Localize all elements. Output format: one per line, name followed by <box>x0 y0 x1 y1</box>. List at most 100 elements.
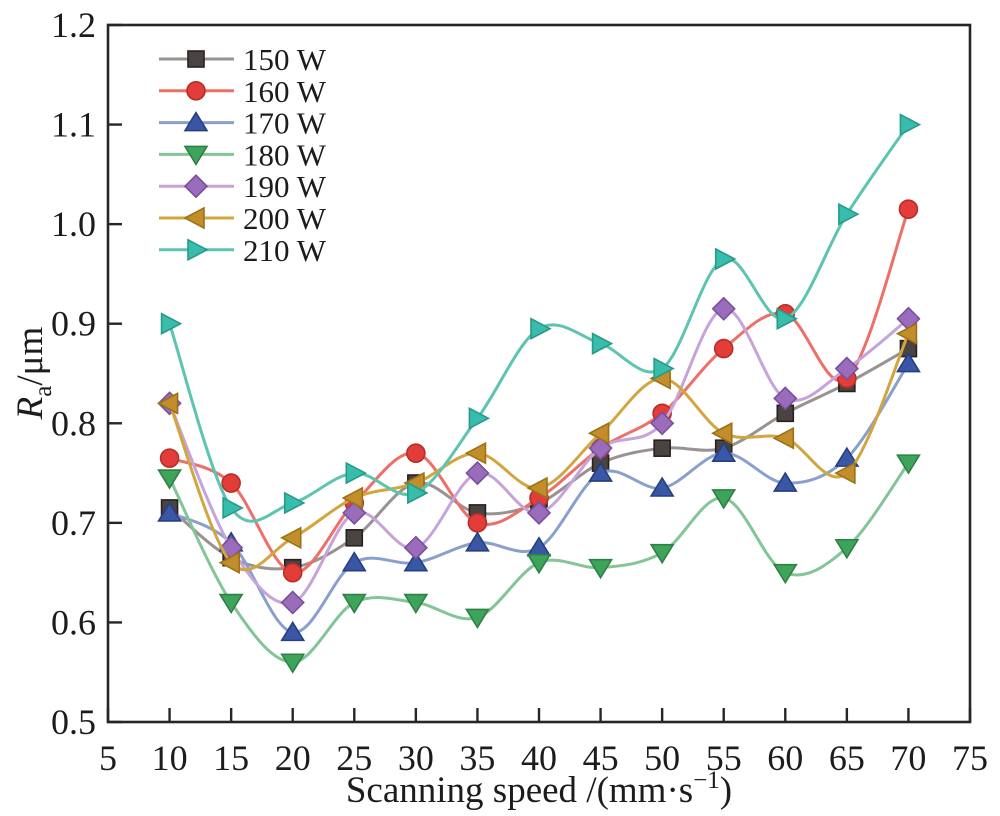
data-point-marker <box>650 411 675 436</box>
data-point-marker <box>588 558 613 580</box>
data-point-marker <box>465 460 490 486</box>
data-point-marker <box>279 526 302 550</box>
y-tick-label: 0.9 <box>51 304 96 344</box>
data-point-marker <box>838 202 860 226</box>
series-200-w <box>156 322 918 575</box>
data-point-marker <box>465 608 490 629</box>
data-point-marker <box>156 392 179 415</box>
data-point-marker <box>160 312 183 336</box>
data-point-marker <box>186 81 206 101</box>
data-point-marker <box>588 461 613 482</box>
x-tick-label: 65 <box>829 738 865 778</box>
data-point-marker <box>899 113 922 136</box>
series-line <box>168 347 910 571</box>
data-point-marker <box>896 454 921 475</box>
legend-label: 160 W <box>243 74 327 109</box>
data-point-marker <box>341 593 367 615</box>
data-point-marker <box>711 296 736 321</box>
data-point-marker <box>183 206 205 230</box>
data-point-marker <box>345 528 364 547</box>
data-point-marker <box>218 551 240 575</box>
data-point-marker <box>526 476 548 500</box>
data-point-marker <box>159 448 180 468</box>
x-tick-label: 15 <box>213 738 249 778</box>
data-point-marker <box>183 145 209 166</box>
x-tick-label: 30 <box>398 738 434 778</box>
data-point-marker <box>283 491 306 515</box>
data-point-marker <box>342 500 367 526</box>
data-point-marker <box>464 441 487 465</box>
data-point-marker <box>467 513 488 533</box>
legend-label: 170 W <box>243 106 327 141</box>
x-axis-title: Scanning speed /(mm·s−1) <box>346 767 732 811</box>
series-180-w <box>157 454 921 674</box>
data-point-marker <box>222 496 244 520</box>
x-tick-label: 75 <box>952 738 988 778</box>
x-tick-label: 45 <box>583 738 619 778</box>
data-point-marker <box>221 473 241 493</box>
data-point-marker <box>406 443 426 463</box>
x-tick-label: 20 <box>275 738 311 778</box>
data-point-marker <box>187 238 209 262</box>
data-point-marker <box>465 531 490 552</box>
data-point-marker <box>898 199 919 220</box>
data-point-marker <box>183 174 209 199</box>
data-point-marker <box>526 500 552 526</box>
data-point-marker <box>526 553 552 575</box>
data-point-marker <box>649 476 675 497</box>
data-point-marker <box>468 406 491 430</box>
x-tick-label: 35 <box>459 738 495 778</box>
data-point-marker <box>711 489 737 510</box>
legend-item-150-w: 150 W <box>159 42 327 77</box>
legend-item-170-w: 170 W <box>159 106 327 141</box>
data-point-marker <box>713 338 734 359</box>
data-point-marker <box>773 386 798 411</box>
legend-item-190-w: 190 W <box>159 169 327 204</box>
data-point-marker <box>530 317 552 341</box>
series-210-w <box>160 113 922 523</box>
y-tick-label: 1.2 <box>51 5 96 45</box>
data-point-marker <box>834 446 860 467</box>
legend-label: 150 W <box>243 42 327 77</box>
x-tick-label: 60 <box>767 738 803 778</box>
data-point-marker <box>183 111 209 132</box>
data-point-marker <box>218 593 244 615</box>
y-tick-label: 0.5 <box>51 702 96 742</box>
data-point-marker <box>282 562 303 583</box>
data-point-marker <box>591 332 614 355</box>
data-point-marker <box>157 501 182 522</box>
data-point-marker <box>710 421 733 445</box>
data-point-marker <box>711 441 737 462</box>
x-tick-label: 55 <box>706 738 742 778</box>
data-point-marker <box>345 461 368 485</box>
data-point-marker <box>776 307 799 331</box>
x-tick-label: 25 <box>336 738 372 778</box>
x-tick-label: 50 <box>644 738 680 778</box>
x-tick-label: 70 <box>890 738 926 778</box>
series-170-w <box>157 352 921 642</box>
series-line <box>168 332 910 572</box>
legend-item-160-w: 160 W <box>159 74 327 109</box>
data-point-marker <box>187 50 205 68</box>
data-point-marker <box>280 653 306 674</box>
data-point-marker <box>653 439 671 457</box>
data-point-marker <box>407 481 429 505</box>
legend-label: 210 W <box>243 233 327 268</box>
y-tick-label: 0.7 <box>51 503 96 543</box>
data-point-marker <box>714 247 737 271</box>
data-point-marker <box>772 563 798 585</box>
data-point-marker <box>280 620 306 642</box>
data-point-marker <box>772 471 798 492</box>
y-tick-label: 0.8 <box>51 403 96 443</box>
data-point-marker <box>896 352 921 373</box>
y-axis-title: Ra/μm <box>10 326 57 420</box>
data-point-marker <box>895 322 918 345</box>
data-point-marker <box>157 469 182 490</box>
data-point-marker <box>403 593 429 615</box>
legend-label: 190 W <box>243 169 327 204</box>
data-point-marker <box>587 421 610 445</box>
legend-item-180-w: 180 W <box>159 137 327 172</box>
data-point-marker <box>653 357 675 380</box>
